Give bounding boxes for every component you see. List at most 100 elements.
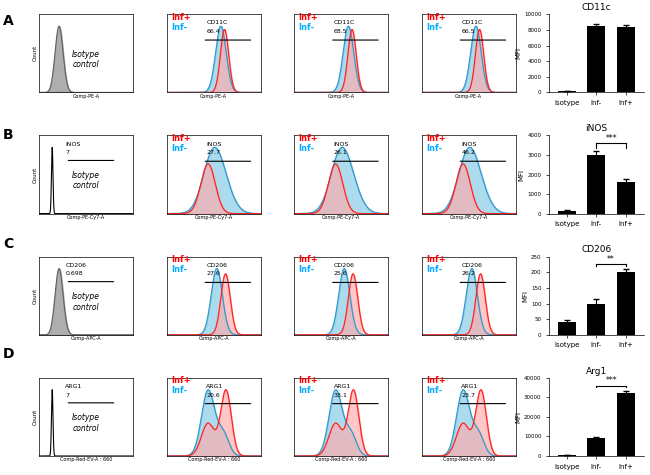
Text: 27.6: 27.6 <box>206 271 220 276</box>
Y-axis label: MFI: MFI <box>515 411 521 423</box>
Text: Inf+: Inf+ <box>171 134 191 143</box>
Text: 7: 7 <box>66 150 70 155</box>
Title: Arg1: Arg1 <box>586 367 607 376</box>
Text: 20.6: 20.6 <box>206 392 220 398</box>
Text: 26.1: 26.1 <box>333 150 348 155</box>
Text: Inf-: Inf- <box>299 23 315 32</box>
Text: 27.7: 27.7 <box>206 150 220 155</box>
Y-axis label: MFI: MFI <box>515 48 521 59</box>
Text: CD11C: CD11C <box>206 20 228 26</box>
Bar <box>558 322 576 335</box>
Bar <box>588 304 605 335</box>
Title: iNOS: iNOS <box>585 124 607 133</box>
Text: Inf+: Inf+ <box>426 255 446 264</box>
Text: 25.6: 25.6 <box>333 271 348 276</box>
X-axis label: Comp-APC-A: Comp-APC-A <box>454 336 484 341</box>
Text: Isotype
control: Isotype control <box>72 413 100 433</box>
X-axis label: Comp-Red-EV-A : 660: Comp-Red-EV-A : 660 <box>443 457 495 462</box>
Text: CD206: CD206 <box>333 263 355 268</box>
Text: Inf-: Inf- <box>426 23 443 32</box>
Text: CD206: CD206 <box>206 263 228 268</box>
Text: Inf+: Inf+ <box>171 13 191 22</box>
Text: Isotype
control: Isotype control <box>72 50 100 69</box>
Text: ARG1: ARG1 <box>333 384 351 389</box>
Y-axis label: Count: Count <box>32 166 38 183</box>
Y-axis label: MFI: MFI <box>519 169 525 180</box>
Text: Isotype
control: Isotype control <box>72 171 100 190</box>
Text: Isotype
control: Isotype control <box>72 292 100 312</box>
Text: Inf+: Inf+ <box>171 255 191 264</box>
X-axis label: Comp-PE-Cy7-A: Comp-PE-Cy7-A <box>194 215 233 220</box>
Text: CD11C: CD11C <box>333 20 355 26</box>
Text: CD11C: CD11C <box>462 20 482 26</box>
Text: Inf-: Inf- <box>299 387 315 396</box>
Text: 66.4: 66.4 <box>206 29 220 34</box>
Text: 66.5: 66.5 <box>462 29 475 34</box>
X-axis label: Comp-APC-A: Comp-APC-A <box>326 336 357 341</box>
Bar <box>588 26 605 93</box>
Text: Inf+: Inf+ <box>299 13 318 22</box>
X-axis label: Comp-PE-A: Comp-PE-A <box>73 94 100 99</box>
Y-axis label: Count: Count <box>32 409 38 425</box>
Text: Inf-: Inf- <box>299 144 315 153</box>
Y-axis label: MFI: MFI <box>522 290 528 302</box>
Title: CD11c: CD11c <box>582 3 611 12</box>
Text: B: B <box>3 128 14 142</box>
Text: 7: 7 <box>66 392 70 398</box>
Text: Inf-: Inf- <box>299 265 315 274</box>
Text: 33.1: 33.1 <box>333 392 348 398</box>
Text: C: C <box>3 238 14 251</box>
Title: CD206: CD206 <box>581 246 612 255</box>
Text: ***: *** <box>605 376 617 385</box>
Text: Inf+: Inf+ <box>426 376 446 385</box>
Text: 0.698: 0.698 <box>66 271 83 276</box>
X-axis label: Comp-PE-Cy7-A: Comp-PE-Cy7-A <box>67 215 105 220</box>
Text: ***: *** <box>605 134 617 143</box>
Text: ARG1: ARG1 <box>462 384 478 389</box>
X-axis label: Comp-PE-A: Comp-PE-A <box>200 94 227 99</box>
Text: Inf+: Inf+ <box>299 376 318 385</box>
Bar <box>558 211 576 214</box>
Text: 68.5: 68.5 <box>333 29 347 34</box>
Text: Inf-: Inf- <box>426 144 443 153</box>
Text: 46.2: 46.2 <box>462 150 475 155</box>
X-axis label: Comp-PE-Cy7-A: Comp-PE-Cy7-A <box>322 215 360 220</box>
Text: Inf+: Inf+ <box>426 134 446 143</box>
Text: CD206: CD206 <box>66 263 86 268</box>
X-axis label: Comp-Red-EV-A : 660: Comp-Red-EV-A : 660 <box>188 457 240 462</box>
Bar <box>617 393 634 456</box>
X-axis label: Comp-Red-EV-A : 660: Comp-Red-EV-A : 660 <box>60 457 112 462</box>
Text: Inf-: Inf- <box>171 23 187 32</box>
Text: Inf-: Inf- <box>426 265 443 274</box>
X-axis label: Comp-PE-A: Comp-PE-A <box>455 94 482 99</box>
Text: Inf+: Inf+ <box>299 134 318 143</box>
Text: Inf-: Inf- <box>171 265 187 274</box>
Text: Inf-: Inf- <box>171 387 187 396</box>
Text: iNOS: iNOS <box>462 142 476 147</box>
Text: CD206: CD206 <box>462 263 482 268</box>
X-axis label: Comp-APC-A: Comp-APC-A <box>198 336 229 341</box>
Bar <box>617 182 634 214</box>
Bar <box>558 91 576 93</box>
Text: A: A <box>3 14 14 28</box>
Text: iNOS: iNOS <box>206 142 222 147</box>
Bar <box>588 155 605 214</box>
Bar <box>617 272 634 335</box>
Bar <box>588 438 605 456</box>
Text: Inf-: Inf- <box>426 387 443 396</box>
Text: 26.2: 26.2 <box>462 271 475 276</box>
Text: iNOS: iNOS <box>66 142 81 147</box>
Y-axis label: Count: Count <box>32 287 38 304</box>
Bar <box>558 455 576 456</box>
X-axis label: Comp-Red-EV-A : 660: Comp-Red-EV-A : 660 <box>315 457 367 462</box>
Text: D: D <box>3 347 15 361</box>
Text: Inf+: Inf+ <box>171 376 191 385</box>
X-axis label: Comp-PE-A: Comp-PE-A <box>328 94 355 99</box>
X-axis label: Comp-PE-Cy7-A: Comp-PE-Cy7-A <box>450 215 488 220</box>
Y-axis label: Count: Count <box>32 45 38 61</box>
Text: iNOS: iNOS <box>333 142 349 147</box>
Text: ARG1: ARG1 <box>66 384 83 389</box>
Text: Inf+: Inf+ <box>426 13 446 22</box>
Text: 23.7: 23.7 <box>462 392 475 398</box>
Text: ARG1: ARG1 <box>206 384 224 389</box>
